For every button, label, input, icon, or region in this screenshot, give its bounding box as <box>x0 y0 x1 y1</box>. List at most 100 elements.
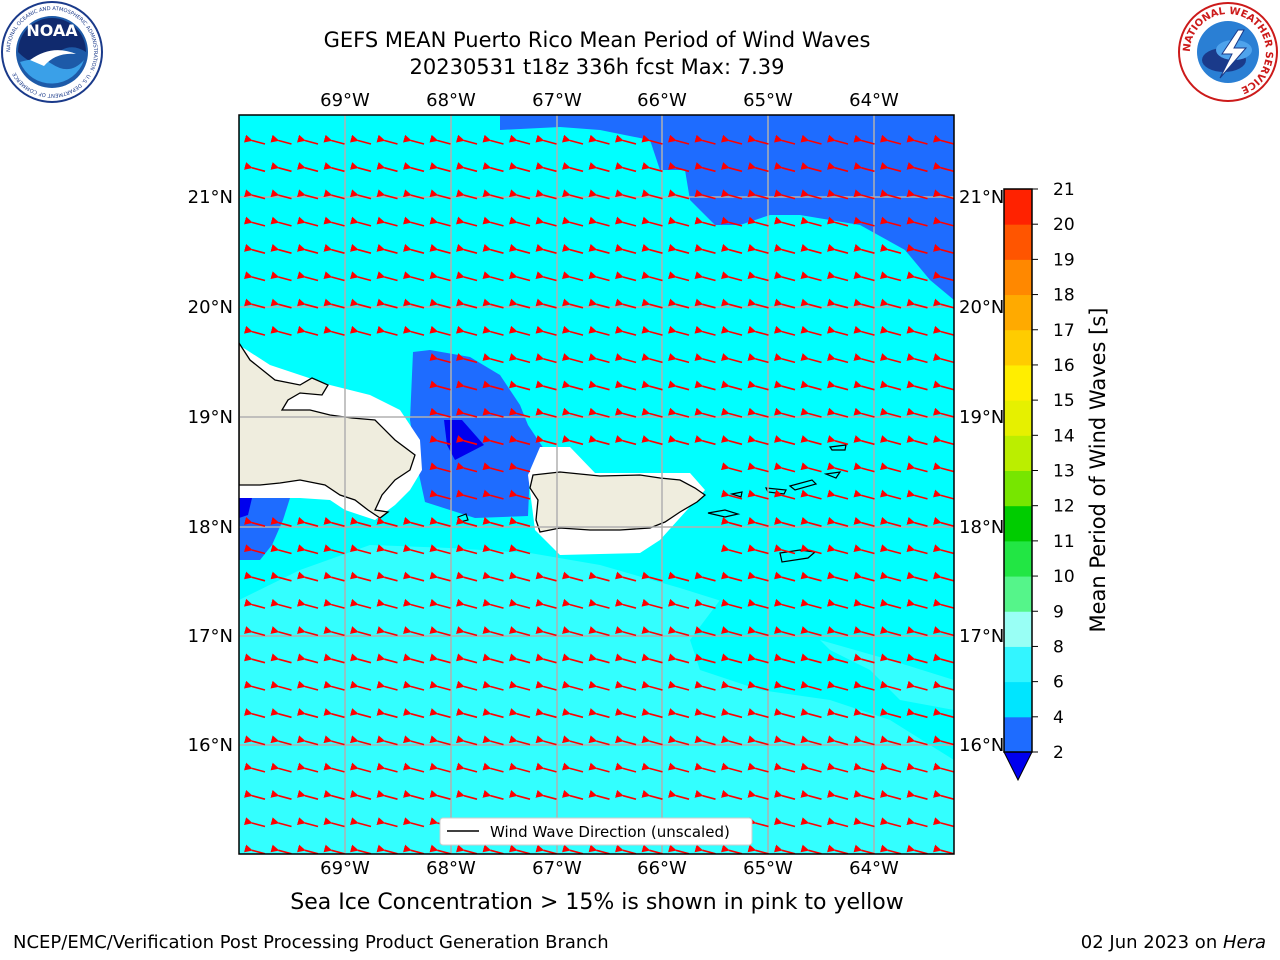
wind-wave-arrow <box>456 516 478 527</box>
wind-wave-arrow <box>535 653 557 664</box>
wind-wave-arrow <box>482 162 504 173</box>
wind-wave-arrow <box>615 680 637 691</box>
wind-wave-arrow <box>403 516 425 527</box>
wind-wave-arrow <box>880 735 902 746</box>
wind-wave-arrow <box>668 626 690 637</box>
wind-wave-arrow <box>880 571 902 582</box>
wind-wave-arrow <box>482 353 504 364</box>
wind-wave-arrow <box>641 407 663 418</box>
wind-wave-arrow <box>588 189 610 200</box>
wind-wave-arrow <box>270 626 292 637</box>
wind-wave-arrow <box>535 271 557 282</box>
wind-wave-arrow <box>562 571 584 582</box>
wind-wave-arrow <box>509 789 531 800</box>
wind-wave-arrow <box>244 134 266 145</box>
wind-wave-arrow <box>270 762 292 773</box>
lat-label: 16°N <box>959 735 1004 756</box>
wind-wave-arrow <box>774 708 796 719</box>
wind-wave-arrow <box>456 435 478 446</box>
wind-wave-arrow <box>350 243 372 254</box>
wind-wave-arrow <box>880 462 902 473</box>
wind-wave-arrow <box>827 762 849 773</box>
colorbar <box>1003 188 1033 782</box>
colorbar-tick-label: 15 <box>1053 391 1075 411</box>
colorbar-tick-label: 6 <box>1053 673 1064 693</box>
wind-wave-arrow <box>906 762 928 773</box>
wind-wave-arrow <box>641 626 663 637</box>
wind-wave-arrow <box>906 598 928 609</box>
wind-wave-arrow <box>509 462 531 473</box>
noaa-logo-icon: NOAA NATIONAL OCEANIC AND ATMOSPHERIC AD… <box>1 1 103 103</box>
wind-wave-arrow <box>827 162 849 173</box>
wind-wave-arrow <box>800 353 822 364</box>
wind-wave-arrow <box>535 598 557 609</box>
wind-wave-arrow <box>509 762 531 773</box>
wind-wave-arrow <box>429 462 451 473</box>
wind-wave-arrow <box>615 407 637 418</box>
colorbar-tick-label: 21 <box>1053 180 1075 200</box>
wind-wave-arrow <box>270 708 292 719</box>
colorbar-under-extend <box>1003 751 1033 782</box>
wind-wave-arrow <box>668 735 690 746</box>
wind-wave-arrow <box>482 298 504 309</box>
wind-wave-arrow <box>376 817 398 828</box>
wind-wave-arrow <box>827 353 849 364</box>
wind-wave-arrow <box>403 762 425 773</box>
wind-wave-arrow <box>933 544 954 555</box>
wind-wave-arrow <box>350 626 372 637</box>
wind-wave-arrow <box>694 598 716 609</box>
wind-wave-arrow <box>509 216 531 227</box>
wind-wave-arrow <box>668 298 690 309</box>
wind-wave-arrow <box>774 653 796 664</box>
wind-wave-arrow <box>456 216 478 227</box>
wind-wave-arrow <box>588 243 610 254</box>
wind-wave-arrow <box>774 626 796 637</box>
wind-wave-arrow <box>694 762 716 773</box>
wind-wave-arrow <box>827 243 849 254</box>
wind-wave-arrow <box>880 489 902 500</box>
wind-wave-arrow <box>800 216 822 227</box>
wind-wave-arrow <box>562 708 584 719</box>
wind-wave-arrow <box>747 653 769 664</box>
wind-wave-arrow <box>376 162 398 173</box>
wind-wave-arrow <box>562 680 584 691</box>
wind-wave-arrow <box>853 571 875 582</box>
wind-wave-arrow <box>323 762 345 773</box>
wind-wave-arrow <box>535 353 557 364</box>
wind-wave-arrow <box>482 653 504 664</box>
wind-wave-arrow <box>747 789 769 800</box>
wind-wave-arrow <box>615 735 637 746</box>
wind-wave-arrow <box>456 298 478 309</box>
wind-wave-arrow <box>747 162 769 173</box>
wind-wave-arrow <box>774 489 796 500</box>
wind-wave-arrow <box>747 353 769 364</box>
wind-wave-arrow <box>827 516 849 527</box>
wind-wave-arrow <box>615 598 637 609</box>
colorbar-tick-label: 4 <box>1053 708 1064 728</box>
wind-wave-arrow <box>933 298 954 309</box>
wind-wave-arrow <box>456 353 478 364</box>
wind-wave-arrow <box>270 189 292 200</box>
wind-wave-arrow <box>429 407 451 418</box>
wind-wave-arrow <box>853 380 875 391</box>
wind-wave-arrow <box>615 162 637 173</box>
legend-label: Wind Wave Direction (unscaled) <box>490 823 730 841</box>
wind-wave-arrow <box>615 789 637 800</box>
wind-wave-arrow <box>323 162 345 173</box>
wind-wave-arrow <box>509 271 531 282</box>
lon-label: 64°W <box>849 90 899 111</box>
wind-wave-arrow <box>297 544 319 555</box>
wind-wave-arrow <box>906 462 928 473</box>
colorbar-segment <box>1004 646 1032 683</box>
wind-wave-arrow <box>403 243 425 254</box>
wind-wave-arrow <box>244 817 266 828</box>
wind-wave-arrow <box>721 380 743 391</box>
wind-wave-arrow <box>721 544 743 555</box>
wind-wave-arrow <box>456 489 478 500</box>
wind-wave-arrow <box>456 325 478 336</box>
wind-wave-arrow <box>694 844 716 854</box>
lon-label: 69°W <box>320 858 370 879</box>
wind-wave-arrow <box>694 380 716 391</box>
lat-label: 18°N <box>188 517 233 538</box>
wind-wave-arrow <box>800 544 822 555</box>
